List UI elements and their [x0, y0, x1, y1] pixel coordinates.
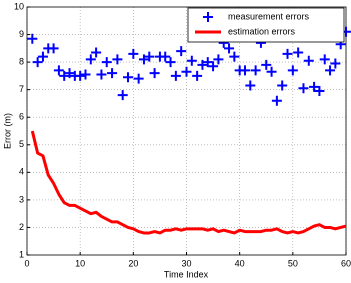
- marker: [271, 95, 282, 106]
- marker: [319, 54, 330, 65]
- marker: [197, 59, 208, 70]
- marker: [37, 51, 48, 62]
- marker: [287, 65, 298, 76]
- marker: [160, 51, 171, 62]
- y-tick-label: 2: [19, 222, 24, 232]
- marker: [181, 66, 192, 77]
- y-tick-label: 8: [19, 56, 24, 66]
- y-tick-label: 1: [19, 249, 24, 259]
- marker: [75, 70, 86, 81]
- y-tick-label: 10: [14, 1, 24, 11]
- marker: [277, 80, 288, 91]
- marker: [53, 65, 64, 76]
- marker: [80, 69, 91, 80]
- marker: [213, 54, 224, 65]
- marker: [144, 51, 155, 62]
- marker: [293, 47, 304, 58]
- marker: [325, 65, 336, 76]
- marker: [32, 57, 43, 68]
- marker: [91, 47, 102, 58]
- x-axis-label: Time Index: [164, 269, 209, 279]
- marker: [107, 68, 118, 79]
- y-tick-label: 3: [19, 194, 24, 204]
- marker: [149, 68, 160, 79]
- marker: [261, 59, 272, 70]
- y-tick-label: 5: [19, 139, 24, 149]
- marker: [112, 54, 123, 65]
- marker: [170, 70, 181, 81]
- marker: [138, 54, 149, 65]
- marker: [176, 46, 187, 57]
- y-tick-label: 4: [19, 167, 24, 177]
- marker: [229, 51, 240, 62]
- marker: [96, 69, 107, 80]
- x-tick-label: 50: [288, 258, 298, 268]
- marker: [59, 70, 70, 81]
- legend-label: measurement errors: [228, 11, 310, 21]
- marker: [298, 83, 309, 94]
- marker: [202, 57, 213, 68]
- marker: [303, 55, 314, 66]
- axes-box: [26, 6, 347, 256]
- marker: [165, 57, 176, 68]
- line: [30, 130, 347, 235]
- marker: [250, 65, 261, 76]
- marker: [245, 80, 256, 91]
- marker: [239, 65, 250, 76]
- marker: [208, 61, 219, 72]
- y-tick-label: 7: [19, 84, 24, 94]
- marker: [330, 58, 341, 69]
- y-tick-label: 9: [19, 29, 24, 39]
- marker: [117, 90, 128, 101]
- x-tick-label: 40: [235, 258, 245, 268]
- marker: [309, 81, 320, 92]
- marker: [85, 54, 96, 65]
- legend-swatch: [203, 12, 213, 22]
- marker: [64, 68, 75, 79]
- y-tick-label: 6: [19, 112, 24, 122]
- marker: [27, 33, 38, 44]
- marker: [133, 73, 144, 84]
- x-tick-label: 60: [341, 258, 351, 268]
- marker: [282, 48, 293, 59]
- legend-label: estimation errors: [228, 26, 296, 36]
- marker: [48, 43, 59, 54]
- x-tick-label: 20: [128, 258, 138, 268]
- x-tick-label: 10: [75, 258, 85, 268]
- x-tick-label: 0: [24, 258, 29, 268]
- marker: [314, 86, 325, 97]
- marker: [123, 72, 134, 83]
- legend-box: [187, 7, 345, 43]
- marker: [192, 70, 203, 81]
- x-tick-label: 30: [181, 258, 191, 268]
- marker: [186, 55, 197, 66]
- marker: [266, 66, 277, 77]
- marker: [224, 43, 235, 54]
- y-axis-label: Error (m): [2, 113, 12, 149]
- marker: [101, 57, 112, 68]
- marker: [128, 48, 139, 59]
